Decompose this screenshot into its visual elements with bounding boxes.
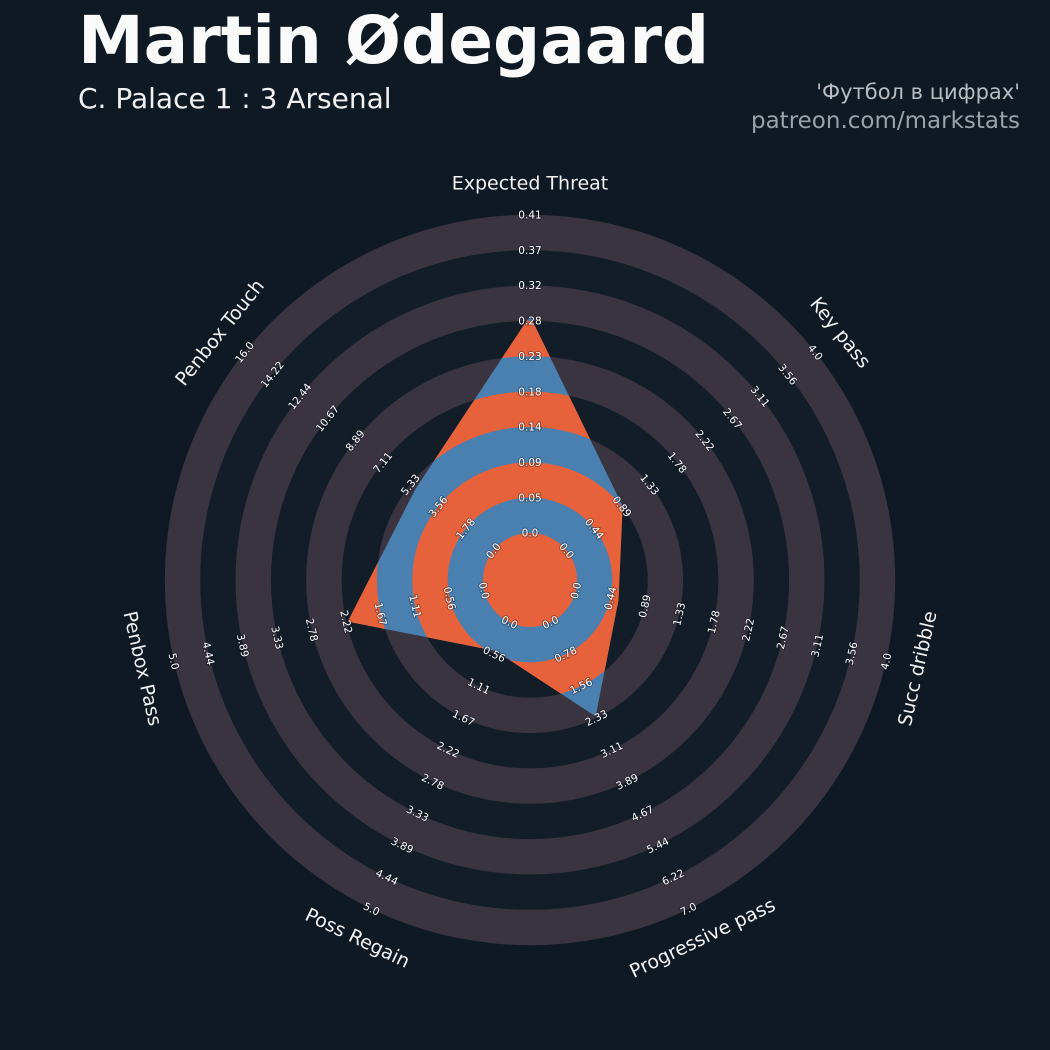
watermark: 'Футбол в цифрах' patreon.com/markstats <box>751 78 1020 137</box>
tick-label: 0.23 <box>518 351 541 363</box>
axis-label: Penbox Pass <box>118 609 166 728</box>
tick-label: 0.37 <box>518 245 541 257</box>
axis-label: Expected Threat <box>452 172 609 194</box>
tick-label: 4.0 <box>879 652 894 671</box>
radar-inner-circle <box>483 533 577 627</box>
tick-label: 5.0 <box>166 652 181 671</box>
tick-label: 0.0 <box>569 581 584 600</box>
tick-label: 0.05 <box>518 492 541 504</box>
radar-orange-ring <box>347 320 623 717</box>
axis-label: Succ dribble <box>894 609 942 728</box>
player-name-title: Martin Ødegaard <box>78 2 710 79</box>
tick-label: 0.32 <box>518 280 541 292</box>
tick-label: 0.14 <box>518 422 542 434</box>
tick-label: 0.0 <box>522 528 539 540</box>
watermark-brand: 'Футбол в цифрах' <box>816 80 1020 104</box>
tick-label: 0.09 <box>518 457 541 469</box>
tick-label: 0.41 <box>518 209 541 221</box>
tick-label: 0.18 <box>518 386 541 398</box>
header: Martin Ødegaard C. Palace 1 : 3 Arsenal <box>78 6 709 115</box>
tick-label: 0.28 <box>518 316 541 328</box>
watermark-patreon: patreon.com/markstats <box>750 108 1020 135</box>
match-score-subtitle: C. Palace 1 : 3 Arsenal <box>78 81 392 115</box>
tick-label: 1.78 <box>706 609 723 634</box>
tick-label: 0.0 <box>476 581 491 600</box>
